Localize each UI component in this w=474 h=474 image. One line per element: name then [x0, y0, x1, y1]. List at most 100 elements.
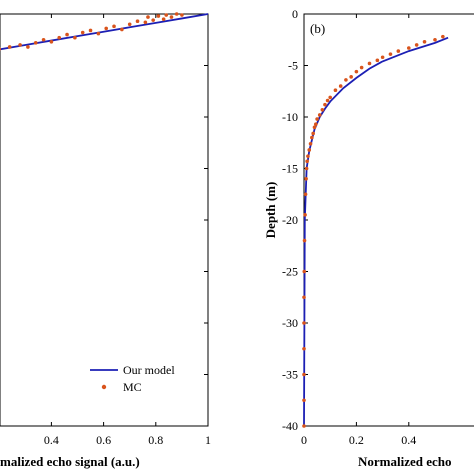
panel-label-b: (b) — [310, 21, 325, 36]
right-y-axis-title: Depth (m) — [263, 182, 278, 239]
left-model-line — [0, 13, 209, 51]
right-mc-point — [380, 55, 385, 60]
left-mc-point — [26, 45, 30, 49]
right-mc-point — [422, 40, 427, 44]
right-x-tick-label: 0 — [301, 433, 307, 447]
right-mc-point — [317, 113, 322, 117]
right-mc-point — [305, 159, 309, 164]
left-mc-point — [120, 27, 124, 32]
left-mc-point — [104, 26, 109, 31]
left-mc-point — [80, 30, 85, 35]
right-mc-point — [304, 177, 308, 181]
right-mc-point — [375, 58, 380, 63]
left-x-tick-label: 0.4 — [44, 433, 59, 447]
left-mc-point — [57, 35, 62, 40]
left-mc-point — [88, 28, 93, 33]
right-mc-point — [303, 213, 307, 217]
left-mc-point — [96, 31, 101, 36]
right-mc-point — [302, 346, 306, 351]
right-mc-point — [304, 166, 309, 171]
left-mc-point — [0, 47, 1, 51]
right-y-tick-label: -20 — [282, 213, 298, 227]
left-mc-point — [164, 13, 169, 17]
left-mc-point — [146, 15, 150, 19]
right-mc-point — [349, 75, 353, 79]
right-mc-point — [315, 117, 319, 121]
right-mc-point — [307, 148, 312, 152]
panel-left: 0.4 0.6 0.8 1 Our model MC malized echo sig… — [0, 12, 211, 469]
right-y-tick-label: -35 — [282, 368, 298, 382]
right-mc-point — [302, 238, 307, 243]
right-mc-point — [302, 295, 306, 300]
left-mc-point — [41, 37, 46, 42]
right-mc-point — [388, 52, 393, 56]
legend-label-model: Our model — [123, 363, 175, 377]
left-mc-point — [49, 40, 54, 44]
right-mc-point — [333, 88, 338, 93]
right-mc-point — [308, 141, 313, 146]
right-y-tick-label: -25 — [282, 265, 298, 279]
right-mc-point — [359, 65, 364, 70]
right-mc-point — [312, 125, 317, 130]
right-mc-point — [433, 37, 437, 42]
right-ticks: 0-5-10-15-20-25-30-35-400 0.2 0.4 — [282, 7, 416, 447]
right-x-axis-title: Normalized echo — [358, 454, 452, 469]
right-mc-point — [367, 61, 372, 66]
left-plot-area — [0, 12, 209, 427]
right-mc-point — [311, 131, 315, 136]
right-mc-point — [354, 69, 359, 74]
left-mc-point — [143, 20, 148, 25]
left-mc-point — [18, 43, 22, 47]
left-mc-point — [65, 32, 69, 37]
right-mc-point — [325, 98, 330, 103]
right-y-tick-label: -15 — [282, 162, 298, 176]
left-mc-point — [7, 45, 12, 49]
left-mc-point — [127, 22, 132, 27]
right-mc-point — [313, 122, 318, 127]
right-mc-point — [320, 107, 325, 112]
left-mc-point — [180, 13, 184, 17]
legend-label-mc: MC — [123, 380, 142, 394]
legend-point-swatch — [101, 384, 107, 390]
left-mc-point — [174, 12, 179, 16]
right-mc-point — [302, 372, 306, 377]
right-x-tick-label: 0.2 — [349, 433, 364, 447]
right-y-tick-label: 0 — [292, 7, 298, 21]
left-x-tick-label: 0.6 — [96, 433, 111, 447]
right-mc-point — [302, 321, 306, 325]
right-mc-point — [407, 46, 411, 50]
right-mc-point — [302, 269, 307, 274]
right-mc-point — [310, 135, 314, 140]
left-mc-point — [169, 15, 174, 19]
legend: Our model MC — [90, 363, 202, 394]
right-plot-area — [302, 13, 474, 428]
right-mc-point — [306, 154, 310, 158]
right-mc-point — [328, 95, 333, 100]
right-y-tick-label: -30 — [282, 316, 298, 330]
legend-box — [108, 363, 202, 391]
right-mc-point — [396, 49, 401, 53]
left-x-tick-label: 0.8 — [148, 433, 163, 447]
left-mc-point — [161, 17, 166, 21]
right-mc-point — [338, 84, 343, 88]
right-mc-point — [302, 398, 306, 403]
left-mc-point — [156, 14, 161, 18]
right-x-tick-label: 0.4 — [401, 433, 416, 447]
left-mc-point — [151, 18, 155, 22]
right-mc-point — [323, 102, 327, 107]
right-mc-point — [303, 192, 308, 197]
right-y-tick-label: -10 — [282, 110, 298, 124]
left-mc-point — [73, 35, 77, 40]
right-mc-point — [344, 78, 348, 82]
left-x-axis-title: malized echo signal (a.u.) — [0, 454, 140, 469]
panel-right: 0-5-10-15-20-25-30-35-400 0.2 0.4 (b) Dept… — [263, 7, 474, 469]
right-y-tick-label: -5 — [288, 59, 298, 73]
right-mc-point — [302, 424, 306, 428]
left-x-tick-label: 1 — [205, 433, 211, 447]
left-mc-point — [112, 24, 116, 29]
right-y-tick-label: -40 — [282, 419, 298, 433]
left-mc-point — [33, 41, 38, 45]
left-x-ticks: 0.4 0.6 0.8 1 — [44, 433, 211, 447]
right-mc-point — [441, 34, 445, 39]
right-mc-point — [414, 43, 419, 47]
